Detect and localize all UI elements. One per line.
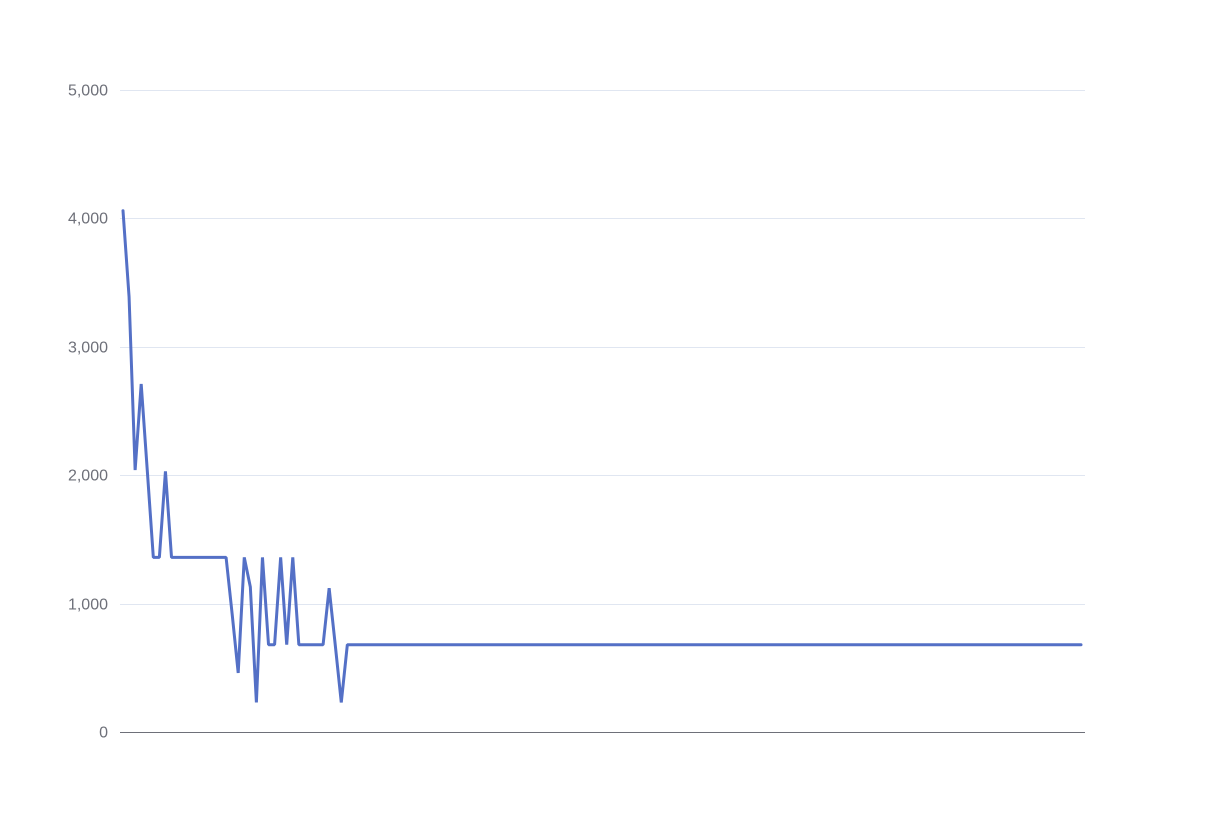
y-tick-label: 5,000: [68, 83, 108, 100]
grid-lines: [120, 90, 1085, 605]
y-axis-tick-labels: 0 1,000 2,000 3,000 4,000 5,000: [68, 83, 108, 742]
y-tick-label: 0: [99, 725, 108, 742]
series-line: [121, 209, 1083, 703]
y-tick-label: 3,000: [68, 340, 108, 357]
y-tick-label: 2,000: [68, 468, 108, 485]
y-tick-label: 1,000: [68, 597, 108, 614]
y-tick-label: 4,000: [68, 211, 108, 228]
series-layer: [121, 209, 1083, 703]
